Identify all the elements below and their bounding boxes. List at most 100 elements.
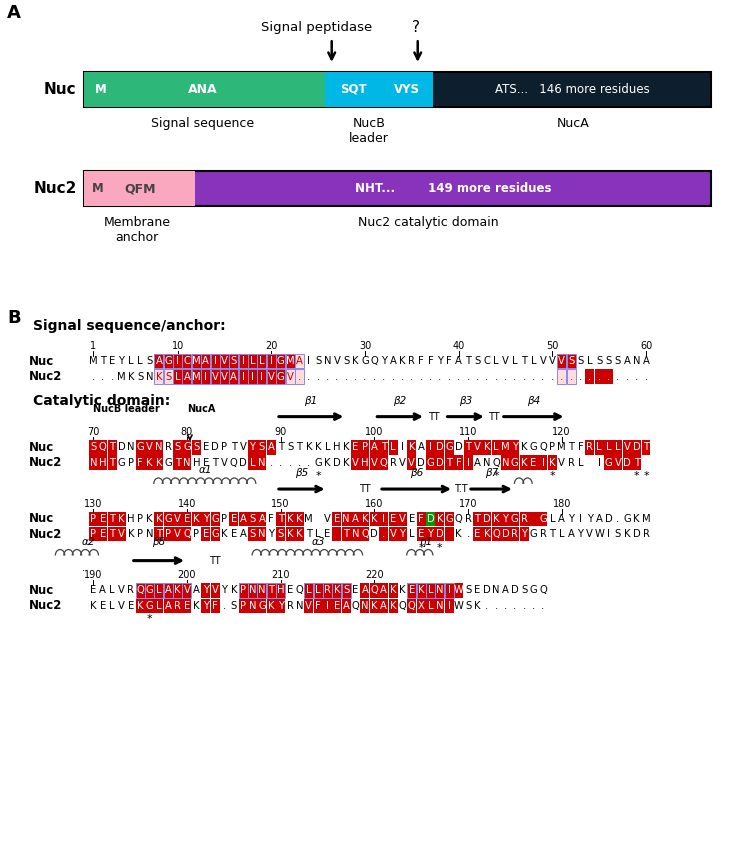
Text: P: P bbox=[137, 529, 143, 539]
Bar bbox=[286, 354, 295, 368]
Bar bbox=[435, 583, 445, 598]
Text: K: K bbox=[352, 356, 359, 366]
Text: R: R bbox=[464, 514, 472, 524]
Text: 180: 180 bbox=[553, 498, 571, 509]
Text: .: . bbox=[579, 371, 582, 382]
Bar bbox=[238, 354, 248, 368]
Bar bbox=[557, 354, 566, 368]
Text: H: H bbox=[127, 514, 135, 524]
Text: ATS...   146 more residues: ATS... 146 more residues bbox=[494, 83, 650, 95]
Bar bbox=[220, 354, 229, 368]
Text: F: F bbox=[446, 356, 452, 366]
Text: Y: Y bbox=[381, 356, 386, 366]
Text: K: K bbox=[390, 585, 397, 596]
Bar bbox=[464, 455, 472, 470]
Bar bbox=[351, 440, 360, 455]
Text: D: D bbox=[370, 529, 378, 539]
Text: G: G bbox=[277, 371, 284, 382]
Text: A: A bbox=[259, 514, 265, 524]
Text: Catalytic domain:: Catalytic domain: bbox=[33, 394, 170, 408]
Text: TT: TT bbox=[427, 412, 439, 422]
Text: T: T bbox=[109, 514, 115, 524]
Bar bbox=[173, 527, 182, 542]
Text: I: I bbox=[542, 458, 545, 468]
Bar bbox=[435, 527, 445, 542]
Text: V: V bbox=[324, 514, 331, 524]
Text: L: L bbox=[306, 585, 311, 596]
Bar bbox=[566, 354, 576, 368]
Text: 220: 220 bbox=[365, 570, 383, 580]
Bar bbox=[267, 369, 276, 383]
Text: T: T bbox=[381, 442, 386, 452]
Text: K: K bbox=[128, 371, 134, 382]
Bar bbox=[136, 440, 144, 455]
Text: .: . bbox=[607, 371, 610, 382]
Bar bbox=[332, 527, 341, 542]
Bar bbox=[84, 72, 711, 106]
Text: .: . bbox=[345, 371, 348, 382]
Text: P: P bbox=[222, 514, 227, 524]
Bar bbox=[623, 440, 632, 455]
Text: L: L bbox=[324, 442, 330, 452]
Bar bbox=[267, 354, 276, 368]
Text: *: * bbox=[494, 471, 499, 481]
Text: K: K bbox=[399, 356, 406, 366]
Bar bbox=[632, 440, 641, 455]
Text: E: E bbox=[475, 529, 480, 539]
Text: K: K bbox=[221, 529, 227, 539]
Text: N: N bbox=[352, 529, 359, 539]
Bar bbox=[360, 440, 370, 455]
Bar bbox=[323, 583, 332, 598]
Text: L: L bbox=[156, 601, 162, 611]
Bar bbox=[510, 511, 519, 526]
Bar bbox=[248, 511, 257, 526]
Bar bbox=[566, 369, 576, 383]
Bar bbox=[286, 369, 295, 383]
Text: R: R bbox=[539, 529, 547, 539]
Bar bbox=[155, 354, 163, 368]
Text: Membrane
anchor: Membrane anchor bbox=[104, 216, 171, 245]
Bar bbox=[89, 511, 98, 526]
Text: Nuc: Nuc bbox=[29, 584, 55, 597]
Bar bbox=[304, 583, 313, 598]
Text: .: . bbox=[420, 371, 423, 382]
Bar bbox=[155, 583, 163, 598]
Bar bbox=[520, 455, 529, 470]
Bar bbox=[155, 369, 163, 383]
Text: G: G bbox=[136, 442, 144, 452]
Bar bbox=[155, 527, 163, 542]
Text: A: A bbox=[418, 442, 424, 452]
Bar bbox=[173, 598, 182, 613]
Text: F: F bbox=[577, 442, 583, 452]
Text: M: M bbox=[501, 442, 510, 452]
Text: F: F bbox=[456, 458, 461, 468]
Bar bbox=[426, 511, 435, 526]
Bar bbox=[295, 369, 304, 383]
Text: .: . bbox=[467, 371, 469, 382]
Bar bbox=[370, 511, 379, 526]
Text: E: E bbox=[531, 458, 537, 468]
Text: .: . bbox=[307, 371, 311, 382]
Text: S: S bbox=[278, 529, 284, 539]
Text: G: G bbox=[623, 514, 631, 524]
Text: S: S bbox=[315, 356, 321, 366]
Bar bbox=[426, 455, 435, 470]
Bar bbox=[370, 440, 379, 455]
Bar bbox=[201, 598, 210, 613]
Text: L: L bbox=[577, 458, 583, 468]
Text: K: K bbox=[230, 585, 237, 596]
Text: .: . bbox=[307, 458, 311, 468]
Text: T: T bbox=[568, 442, 574, 452]
Bar bbox=[491, 511, 501, 526]
Text: 210: 210 bbox=[271, 570, 290, 580]
Text: H: H bbox=[277, 585, 284, 596]
Text: I: I bbox=[448, 601, 451, 611]
Bar bbox=[295, 354, 304, 368]
Text: 170: 170 bbox=[459, 498, 477, 509]
Text: K: K bbox=[128, 529, 134, 539]
Bar bbox=[257, 598, 266, 613]
Bar bbox=[426, 583, 435, 598]
Text: β2: β2 bbox=[394, 395, 407, 406]
Text: Q: Q bbox=[99, 442, 106, 452]
Text: Y: Y bbox=[427, 529, 434, 539]
